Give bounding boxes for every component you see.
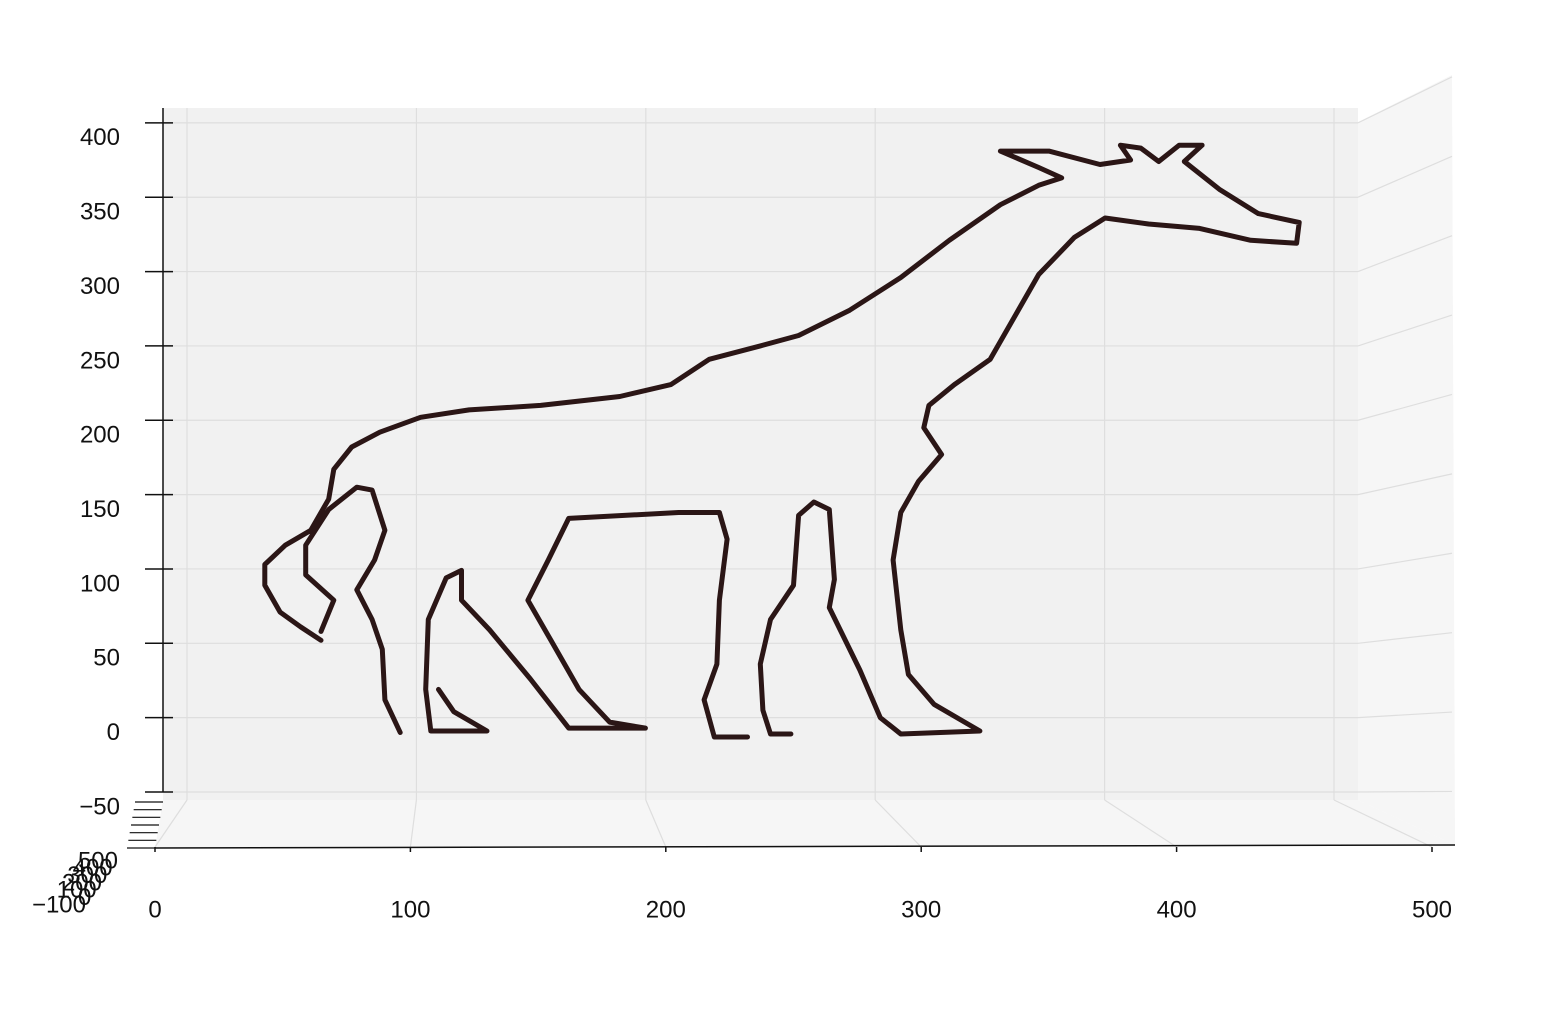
z-tick-label: 300	[67, 862, 107, 889]
x-tick-label: 300	[901, 896, 941, 923]
y-tick-label: 400	[80, 124, 120, 151]
grid-line	[409, 799, 417, 848]
z-tick-label: 100	[57, 877, 97, 904]
y-tick-label: 50	[93, 645, 120, 672]
side-wall	[1358, 75, 1455, 845]
grid-line	[1357, 76, 1453, 124]
grid-line	[1357, 711, 1453, 719]
grid-line	[1357, 632, 1453, 644]
grid-line	[645, 799, 667, 848]
y-tick-label: −50	[79, 793, 120, 820]
grid-line	[874, 799, 922, 848]
y-tick-label: 350	[80, 199, 120, 226]
x-tick-label: 200	[646, 896, 686, 923]
grid	[154, 76, 1453, 848]
grid-line	[1333, 799, 1433, 848]
grid-line	[1357, 155, 1453, 198]
grid-line	[154, 799, 188, 848]
x-tick-label: 0	[148, 896, 161, 923]
y-tick-label: 100	[80, 570, 120, 597]
y-tick-label: 250	[80, 347, 120, 374]
marks	[262, 142, 1302, 740]
y-tick-label: 150	[80, 496, 120, 523]
grid-line	[1357, 790, 1453, 793]
grid-line	[1357, 473, 1453, 496]
z-tick-label: −100	[32, 891, 86, 918]
z-tick-label: 400	[73, 855, 113, 882]
grid-line	[1357, 393, 1453, 421]
grid-line	[1357, 552, 1453, 570]
point-cloud	[262, 142, 1302, 740]
x-tick-label: 400	[1157, 896, 1197, 923]
grid-line	[1104, 799, 1177, 848]
x-tick-label: 500	[1412, 896, 1452, 923]
y-tick-label: 0	[107, 719, 120, 746]
y-tick-label: 200	[80, 422, 120, 449]
z-tick-label: 500	[78, 847, 118, 874]
z-tick-label: 200	[62, 869, 102, 896]
y-tick-label: 300	[80, 273, 120, 300]
back-wall	[163, 108, 1358, 800]
x-axis-line	[154, 844, 1456, 849]
x-tick-label: 100	[390, 896, 430, 923]
floor	[155, 800, 1455, 848]
z-tick-label: 0	[78, 884, 91, 911]
grid-line	[1357, 235, 1453, 273]
grid-line	[1357, 314, 1453, 347]
